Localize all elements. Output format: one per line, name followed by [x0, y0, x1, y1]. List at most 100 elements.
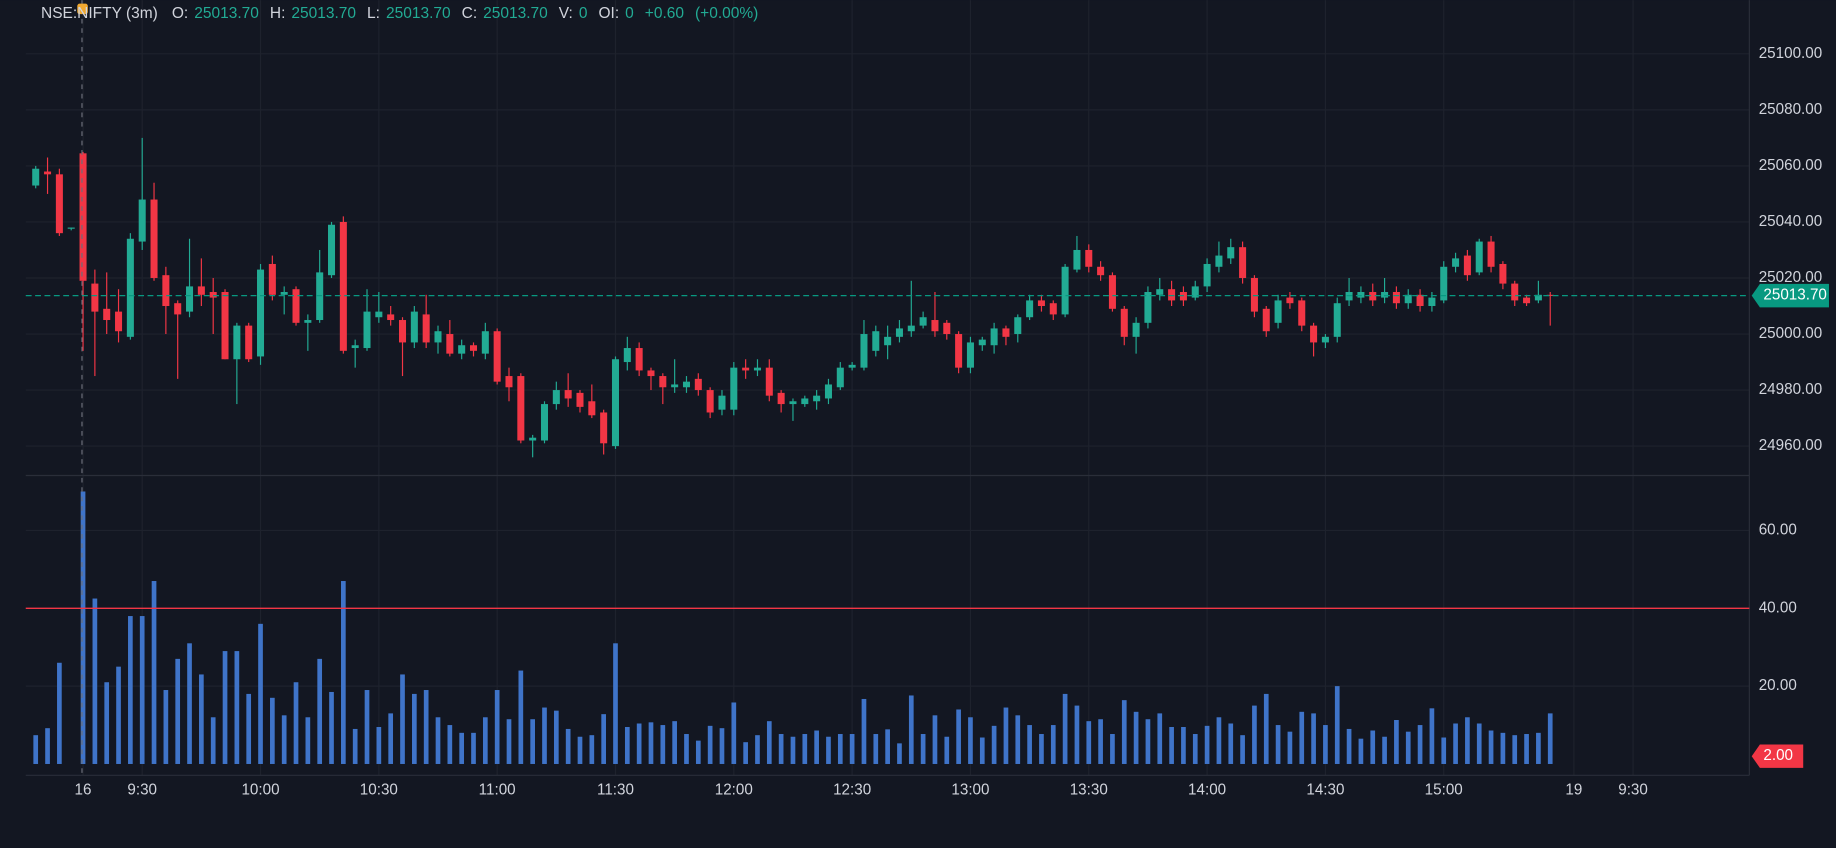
candle-body: [955, 334, 963, 368]
price-tag-label: 25013.70: [1763, 287, 1826, 304]
candle-body: [1523, 297, 1531, 304]
y-tick-label: 25040.00: [1759, 213, 1822, 230]
volume-bar: [364, 690, 370, 764]
x-tick-label: 11:30: [597, 782, 634, 799]
candle-body: [647, 370, 655, 377]
candle-body: [765, 367, 773, 396]
volume-bar: [305, 717, 311, 764]
candle-body: [706, 390, 714, 413]
volume-bar: [163, 690, 169, 764]
candle-body: [481, 331, 489, 354]
volume-bar: [908, 695, 914, 764]
volume-bar: [139, 616, 145, 764]
volume-bar: [684, 734, 689, 764]
volume-bar: [352, 728, 358, 764]
volume-bar: [790, 736, 796, 764]
volume-bar: [589, 735, 595, 764]
x-tick-label: 10:00: [241, 782, 279, 799]
y-tick-label: 25060.00: [1759, 157, 1822, 174]
volume-bar: [565, 728, 571, 764]
candle-body: [1037, 300, 1045, 307]
volume-bar: [1441, 737, 1447, 764]
volume-bar: [317, 658, 323, 764]
candle-body: [801, 398, 809, 405]
change-pct: (+0.00%): [695, 5, 759, 22]
candle-body: [268, 263, 276, 295]
y-tick-label: 60.00: [1759, 521, 1797, 538]
y-tick-label: 25100.00: [1759, 45, 1822, 62]
candle-body: [552, 390, 560, 405]
y-tick-label: 25020.00: [1759, 269, 1822, 286]
candle-body: [1404, 294, 1412, 304]
candle-body: [1333, 303, 1341, 337]
volume-bar: [979, 737, 985, 764]
candle-body: [209, 291, 217, 298]
volume-bar: [613, 643, 618, 764]
volume-bar: [1536, 732, 1541, 764]
volume-bar: [258, 623, 263, 764]
candle-body: [1250, 277, 1258, 312]
x-tick-label: 12:00: [715, 782, 753, 799]
volume-bar: [956, 709, 961, 764]
candle-body: [600, 412, 608, 444]
candle-body: [1132, 322, 1140, 337]
candle-body: [1463, 255, 1471, 276]
volume-bar: [1039, 734, 1044, 764]
volume-bar: [542, 707, 547, 764]
x-tick-label: 9:30: [127, 782, 157, 799]
candle-body: [1049, 303, 1057, 315]
candle-body: [257, 269, 265, 357]
x-tick-label: 12:30: [833, 782, 871, 799]
y-tick-label: 25080.00: [1759, 101, 1822, 118]
candle-body: [1239, 247, 1247, 278]
volume-bar: [1240, 735, 1245, 764]
volume-bar: [1121, 700, 1127, 764]
candle-body: [446, 334, 454, 354]
candle-body: [718, 395, 726, 410]
candle-body: [742, 367, 750, 371]
volume-bar: [778, 734, 784, 764]
candle-body: [103, 308, 111, 321]
candle-body: [848, 364, 856, 368]
candle-body: [1369, 291, 1377, 301]
volume-bar: [1086, 721, 1092, 764]
volume-bar: [341, 581, 346, 764]
candle-body: [694, 378, 702, 391]
marks: 16 9:30 10:00 10:30 11:00 11:30 12:00 12:30 13:0…: [25, 45, 1829, 799]
volume-bar: [802, 734, 808, 764]
candle-body: [1310, 325, 1318, 343]
candle-body: [1156, 289, 1164, 295]
candle-body: [753, 367, 761, 371]
volume-bar: [482, 717, 488, 764]
candle-body: [1085, 249, 1093, 267]
volume-bar: [246, 693, 252, 764]
candle-body: [434, 331, 442, 343]
volume-bar: [885, 729, 890, 764]
value-tag-label: 2.00: [1763, 747, 1793, 764]
candle-body: [398, 320, 407, 343]
volume-bar: [826, 736, 831, 764]
candle-body: [671, 384, 679, 388]
field-value: 25013.70: [291, 5, 357, 22]
candle-body: [895, 328, 903, 337]
volume-bar: [849, 734, 855, 764]
candle-body: [32, 168, 40, 186]
volume-bar: [1429, 708, 1435, 764]
candle-body: [304, 320, 312, 323]
candle-body: [339, 221, 347, 351]
event-icon[interactable]: [77, 3, 88, 15]
volume-bar: [530, 719, 536, 764]
x-tick-label: 11:00: [479, 782, 516, 799]
y-tick-label: 40.00: [1759, 599, 1797, 616]
x-tick-label: 14:30: [1306, 782, 1344, 799]
volume-bar: [1524, 734, 1529, 764]
y-tick-label: 25000.00: [1759, 325, 1822, 342]
volume-bar: [1382, 736, 1387, 764]
volume-bar: [719, 728, 725, 764]
candle-body: [67, 227, 75, 229]
volume-bar: [270, 697, 275, 764]
candle-body: [1546, 294, 1554, 296]
candle-body: [564, 390, 572, 399]
volume-bar: [624, 727, 630, 764]
